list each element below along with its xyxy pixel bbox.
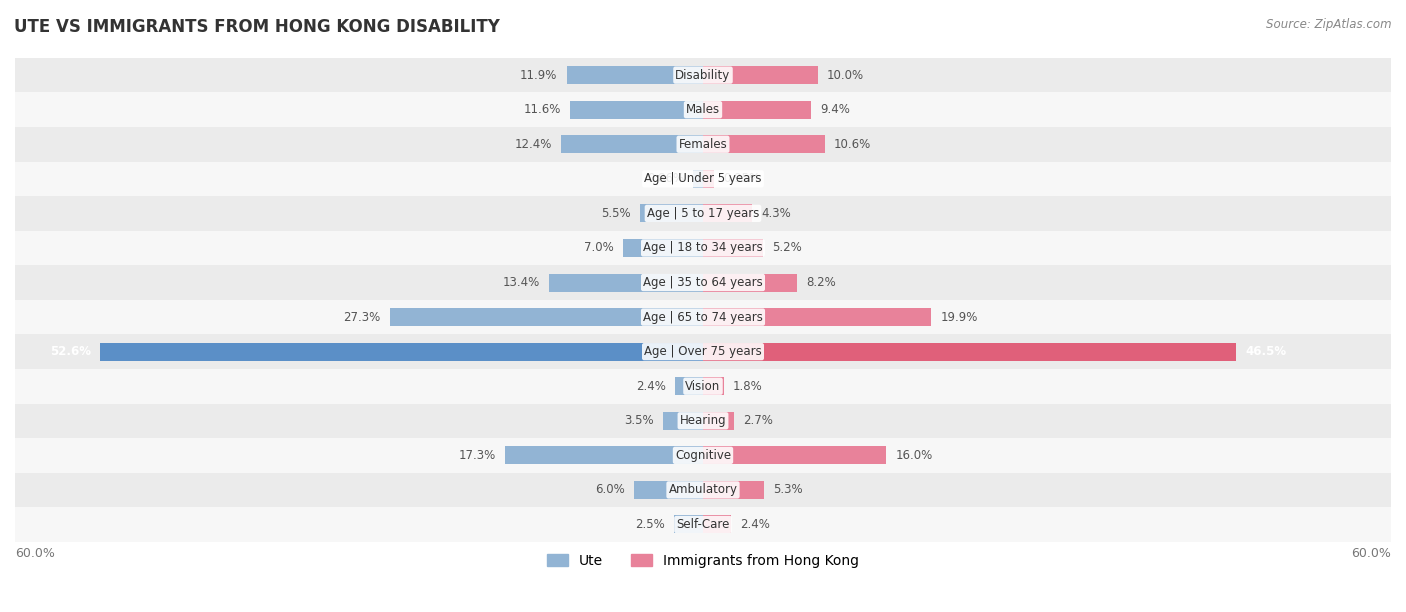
Bar	[634, 481, 703, 499]
Text: Age | Under 5 years: Age | Under 5 years	[644, 173, 762, 185]
Text: 60.0%: 60.0%	[15, 547, 55, 560]
Bar	[15, 196, 1391, 231]
Bar	[505, 446, 703, 465]
Text: 2.4%: 2.4%	[637, 379, 666, 393]
Bar	[100, 343, 703, 360]
Text: 27.3%: 27.3%	[343, 310, 381, 324]
Bar	[15, 92, 1391, 127]
Text: 4.3%: 4.3%	[762, 207, 792, 220]
Bar	[703, 481, 763, 499]
Bar	[15, 162, 1391, 196]
Bar	[15, 369, 1391, 403]
Bar	[703, 274, 797, 291]
Bar	[15, 438, 1391, 472]
Bar	[389, 308, 703, 326]
Text: 16.0%: 16.0%	[896, 449, 934, 462]
Text: 2.5%: 2.5%	[636, 518, 665, 531]
Text: 0.95%: 0.95%	[723, 173, 761, 185]
Bar	[15, 403, 1391, 438]
Text: Males: Males	[686, 103, 720, 116]
Bar	[675, 377, 703, 395]
Text: UTE VS IMMIGRANTS FROM HONG KONG DISABILITY: UTE VS IMMIGRANTS FROM HONG KONG DISABIL…	[14, 18, 501, 36]
Legend: Ute, Immigrants from Hong Kong: Ute, Immigrants from Hong Kong	[541, 548, 865, 573]
Bar	[15, 507, 1391, 542]
Text: 13.4%: 13.4%	[503, 276, 540, 289]
Text: Self-Care: Self-Care	[676, 518, 730, 531]
Bar	[703, 170, 714, 188]
Bar	[640, 204, 703, 222]
Text: Disability: Disability	[675, 69, 731, 81]
Text: Source: ZipAtlas.com: Source: ZipAtlas.com	[1267, 18, 1392, 31]
Text: 52.6%: 52.6%	[49, 345, 90, 358]
Bar	[703, 308, 931, 326]
Text: 60.0%: 60.0%	[1351, 547, 1391, 560]
Text: 19.9%: 19.9%	[941, 310, 977, 324]
Text: Vision: Vision	[685, 379, 721, 393]
Bar	[703, 412, 734, 430]
Bar	[15, 58, 1391, 92]
Bar	[15, 265, 1391, 300]
Text: 1.8%: 1.8%	[733, 379, 762, 393]
Bar	[703, 239, 762, 257]
Text: Age | 5 to 17 years: Age | 5 to 17 years	[647, 207, 759, 220]
Text: 9.4%: 9.4%	[820, 103, 849, 116]
Bar	[675, 515, 703, 534]
Bar	[15, 300, 1391, 334]
Text: 8.2%: 8.2%	[806, 276, 837, 289]
Text: 2.4%: 2.4%	[740, 518, 769, 531]
Bar	[703, 204, 752, 222]
Text: Cognitive: Cognitive	[675, 449, 731, 462]
Bar	[703, 135, 824, 153]
Text: 5.5%: 5.5%	[602, 207, 631, 220]
Text: Age | 18 to 34 years: Age | 18 to 34 years	[643, 242, 763, 255]
Text: 5.3%: 5.3%	[773, 483, 803, 496]
Text: 0.86%: 0.86%	[647, 173, 683, 185]
Bar	[703, 343, 1236, 360]
Bar	[703, 101, 811, 119]
Bar	[15, 231, 1391, 265]
Text: 3.5%: 3.5%	[624, 414, 654, 427]
Text: 7.0%: 7.0%	[583, 242, 613, 255]
Text: Age | 35 to 64 years: Age | 35 to 64 years	[643, 276, 763, 289]
Text: 5.2%: 5.2%	[772, 242, 801, 255]
Bar	[15, 127, 1391, 162]
Text: 6.0%: 6.0%	[595, 483, 626, 496]
Bar	[703, 66, 818, 84]
Bar	[662, 412, 703, 430]
Text: Females: Females	[679, 138, 727, 151]
Bar	[550, 274, 703, 291]
Text: 10.6%: 10.6%	[834, 138, 870, 151]
Bar	[703, 377, 724, 395]
Text: 11.9%: 11.9%	[520, 69, 557, 81]
Bar	[561, 135, 703, 153]
Text: 17.3%: 17.3%	[458, 449, 495, 462]
Text: 46.5%: 46.5%	[1246, 345, 1286, 358]
Bar	[569, 101, 703, 119]
Bar	[567, 66, 703, 84]
Bar	[15, 472, 1391, 507]
Bar	[15, 334, 1391, 369]
Text: 11.6%: 11.6%	[523, 103, 561, 116]
Text: 10.0%: 10.0%	[827, 69, 863, 81]
Bar	[693, 170, 703, 188]
Text: Age | 65 to 74 years: Age | 65 to 74 years	[643, 310, 763, 324]
Bar	[623, 239, 703, 257]
Text: Age | Over 75 years: Age | Over 75 years	[644, 345, 762, 358]
Bar	[703, 446, 886, 465]
Bar	[703, 515, 731, 534]
Text: Ambulatory: Ambulatory	[668, 483, 738, 496]
Text: 2.7%: 2.7%	[744, 414, 773, 427]
Text: 12.4%: 12.4%	[515, 138, 551, 151]
Text: Hearing: Hearing	[679, 414, 727, 427]
